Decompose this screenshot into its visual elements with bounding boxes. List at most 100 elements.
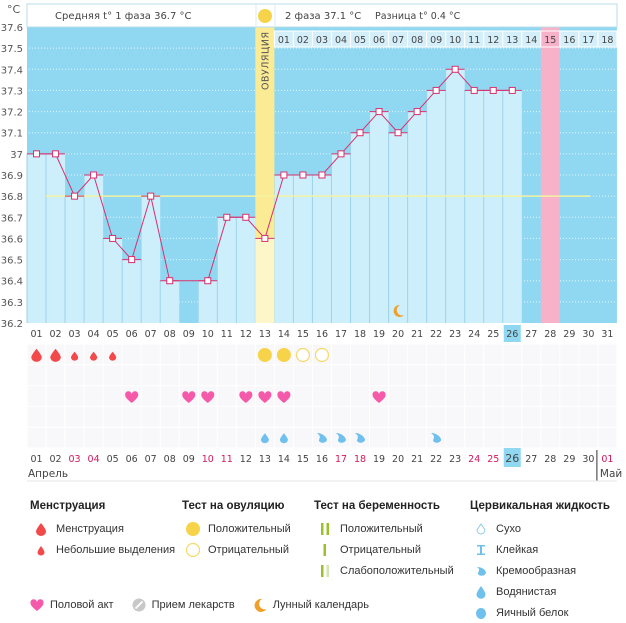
- y-axis-unit: °C: [7, 3, 21, 16]
- x-tick-label: 13: [259, 329, 271, 340]
- fluid-watery-icon: [260, 433, 269, 444]
- x-tick-label: 27: [525, 329, 537, 340]
- legend-title: Цервикальная жидкость: [470, 500, 610, 512]
- temperature-point: [413, 108, 421, 116]
- ovulation-test-positive-icon: [257, 348, 272, 362]
- temperature-point: [508, 86, 516, 94]
- phase2-day-label: 01: [278, 35, 290, 46]
- bottom-date-label: 06: [126, 454, 138, 465]
- temperature-point: [394, 129, 402, 137]
- heart-icon: [239, 391, 253, 403]
- temperature-bar: [426, 90, 446, 323]
- x-tick-label: 21: [411, 329, 423, 340]
- temperature-point: [470, 86, 478, 94]
- heart-icon: [258, 391, 272, 403]
- legend-label: Прием лекарств: [151, 599, 235, 611]
- legend-item: Прием лекарств: [132, 598, 235, 612]
- temperature-difference: Разница t° 0.4 °C: [375, 11, 461, 22]
- temperature-point: [33, 150, 41, 158]
- temperature-bar: [141, 196, 161, 323]
- bottom-date-label: 09: [183, 454, 195, 465]
- x-tick-label: 09: [183, 329, 195, 340]
- x-tick-label: 02: [49, 329, 61, 340]
- temperature-point: [147, 192, 155, 200]
- heart-icon: [182, 391, 196, 403]
- fluid-creamy-icon: [431, 433, 442, 443]
- phase2-day-label: 02: [297, 35, 309, 46]
- legend-item: Небольшие выделения: [30, 539, 175, 560]
- bottom-date-label: 26: [505, 452, 519, 465]
- legend-cervical-fluid: Цервикальная жидкость Сухо Клейкая Кремо…: [470, 500, 610, 623]
- y-tick-label: 36.7: [1, 213, 23, 224]
- heart-icon: [372, 391, 386, 403]
- spotting-icon: [70, 351, 79, 361]
- temperature-bar: [483, 90, 503, 323]
- fluid-creamy-icon: [316, 433, 327, 443]
- x-tick-label: 04: [88, 329, 100, 340]
- phase2-day-label: 07: [392, 35, 404, 46]
- temperature-bar: [502, 90, 522, 323]
- y-tick-label: 36.9: [1, 171, 23, 182]
- y-tick-label: 36.3: [1, 298, 23, 309]
- legend-label: Отрицательный: [208, 543, 289, 556]
- temperature-bar: [331, 153, 351, 323]
- bottom-date-label: 01: [30, 454, 42, 465]
- legend-title: Тест на беременность: [314, 500, 440, 512]
- y-tick-label: 37.4: [1, 65, 23, 76]
- legend-item: Отрицательный: [182, 539, 291, 560]
- y-tick-label: 37.1: [1, 129, 23, 140]
- bottom-date-label: 27: [525, 454, 537, 465]
- x-tick-label: 11: [221, 329, 233, 340]
- temperature-point: [337, 150, 345, 158]
- temperature-bar: [464, 90, 484, 323]
- legend-item: Яичный белок: [470, 602, 610, 623]
- temperature-point: [223, 213, 231, 221]
- temperature-point: [71, 192, 79, 200]
- bottom-date-label: 18: [354, 454, 366, 465]
- bottom-date-label: 15: [297, 454, 309, 465]
- x-tick-label: 14: [278, 329, 290, 340]
- y-tick-label: 36.8: [1, 192, 23, 203]
- bottom-date-label: 13: [259, 454, 271, 465]
- legend-label: Половой акт: [50, 599, 114, 611]
- temperature-point: [318, 171, 326, 179]
- x-tick-label: 15: [297, 329, 309, 340]
- temperature-point: [451, 65, 459, 73]
- fluid-creamy-icon: [355, 433, 366, 443]
- bottom-date-label: 28: [544, 454, 556, 465]
- heart-icon: [125, 391, 139, 403]
- bottom-date-label: 23: [449, 454, 461, 465]
- x-tick-label: 06: [126, 329, 138, 340]
- legend-pregnancy-test: Тест на беременность Положительный Отриц…: [314, 500, 454, 581]
- bottom-date-label: 11: [221, 454, 233, 465]
- phase2-average: 2 фаза 37.1 °C: [285, 11, 361, 22]
- bottom-date-label: 07: [145, 454, 157, 465]
- fluid-watery-icon: [470, 585, 492, 599]
- heart-icon: [30, 598, 44, 612]
- legend-item: Водянистая: [470, 581, 610, 602]
- legend-item: Отрицательный: [314, 539, 454, 560]
- menstruation-icon: [31, 348, 42, 362]
- y-tick-label: 36.6: [1, 234, 23, 245]
- ovulation-bar: [255, 238, 275, 323]
- phase2-day-label: 15: [544, 35, 556, 46]
- x-tick-label: 28: [544, 329, 556, 340]
- bottom-date-label: 12: [240, 454, 252, 465]
- temperature-bar: [46, 153, 66, 323]
- temperature-bar: [122, 259, 142, 323]
- legend-ovulation-test: Тест на овуляцию Положительный Отрицател…: [182, 500, 291, 560]
- legend-label: Клейкая: [496, 543, 539, 556]
- phase2-day-label: 16: [563, 35, 575, 46]
- x-tick-label: 12: [240, 329, 252, 340]
- legend-item: Кремообразная: [470, 560, 610, 581]
- x-tick-label: 31: [601, 329, 613, 340]
- phase2-day-label: 12: [487, 35, 499, 46]
- ovulation-label: ОВУЛЯЦИЯ: [260, 31, 271, 90]
- legend-item: Клейкая: [470, 539, 610, 560]
- ovulation-test-negative-icon: [295, 347, 311, 363]
- fluid-dry-icon: [470, 522, 492, 536]
- ovulation-negative-icon: [182, 542, 204, 558]
- temperature-bar: [350, 132, 370, 323]
- phase2-day-label: 09: [430, 35, 442, 46]
- ovulation-positive-icon: [182, 521, 204, 537]
